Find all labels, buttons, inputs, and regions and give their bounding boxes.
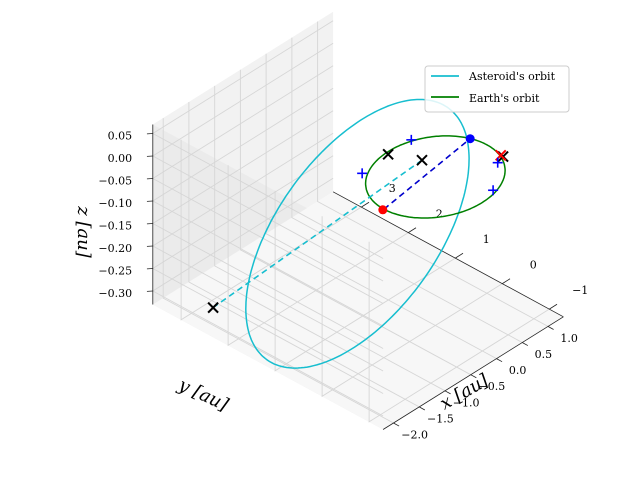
asteroid-apsides-line bbox=[212, 159, 423, 309]
legend: Asteroid's orbit Earth's orbit bbox=[424, 65, 570, 113]
z-tick-label: −0.30 bbox=[98, 287, 132, 300]
y-tick-label: 0 bbox=[530, 258, 537, 271]
z-tick-label: −0.25 bbox=[98, 265, 132, 278]
x-tick bbox=[547, 326, 554, 330]
node-plus-top-right bbox=[406, 134, 417, 145]
grid-line-y bbox=[227, 165, 409, 347]
node-plus-top-left bbox=[357, 168, 368, 179]
y-tick bbox=[361, 201, 370, 208]
y-tick-label: 1 bbox=[483, 233, 490, 246]
legend-label-asteroid: Asteroid's orbit bbox=[468, 70, 556, 83]
grid-line-x bbox=[317, 21, 549, 327]
tick-marks bbox=[146, 124, 564, 430]
y-axis-spine bbox=[332, 191, 564, 318]
z-tick-label: −0.20 bbox=[98, 242, 132, 255]
node-cross-left bbox=[382, 148, 394, 161]
x-tick-label: 1.0 bbox=[560, 332, 578, 345]
z-tick-label: −0.15 bbox=[98, 220, 132, 233]
asteroid-dot bbox=[378, 205, 388, 215]
grid-line-y bbox=[321, 216, 503, 398]
x-tick-label: 0.0 bbox=[509, 364, 527, 377]
y-tick-label: −1 bbox=[572, 284, 588, 297]
grid-line-x bbox=[214, 85, 446, 392]
grid-line-y bbox=[180, 139, 362, 321]
x-tick-label: −1.5 bbox=[427, 412, 454, 425]
z-tick-label: 0.05 bbox=[108, 130, 133, 143]
node-cross-left-stroke-b bbox=[382, 148, 394, 161]
x-tick-label: −1.0 bbox=[453, 396, 480, 409]
earth-dot bbox=[465, 134, 475, 144]
plot-content bbox=[207, 98, 509, 369]
z-tick-label: −0.10 bbox=[98, 197, 132, 210]
y-tick bbox=[549, 303, 558, 310]
grid-line-x bbox=[291, 37, 523, 343]
axis-panes bbox=[152, 11, 564, 430]
y-tick-label: 2 bbox=[436, 207, 443, 220]
y-tick bbox=[502, 278, 511, 284]
pane-floor bbox=[152, 191, 564, 430]
x-tick bbox=[470, 374, 477, 379]
grid-line-x bbox=[239, 69, 471, 376]
z-axis-label: z [au] bbox=[73, 205, 94, 259]
y-tick bbox=[455, 252, 464, 259]
node-plus-bottom bbox=[488, 185, 499, 196]
legend-label-earth: Earth's orbit bbox=[469, 92, 540, 105]
perihelion-cross-stroke-b bbox=[416, 154, 428, 166]
grid-line-x bbox=[265, 53, 497, 359]
grid-line-y bbox=[274, 190, 456, 372]
x-tick bbox=[419, 406, 426, 411]
y-axis-label: y [au] bbox=[174, 374, 232, 416]
z-tick-label: 0.00 bbox=[108, 152, 133, 165]
x-tick-label: −2.0 bbox=[401, 429, 428, 442]
y-tick bbox=[408, 227, 417, 233]
grid-line-y bbox=[368, 241, 550, 423]
grid-line-x bbox=[162, 118, 394, 424]
x-tick bbox=[393, 422, 400, 427]
x-tick bbox=[444, 390, 451, 395]
earth-orbit-line bbox=[364, 135, 506, 219]
earth-line-of-nodes bbox=[383, 138, 471, 210]
grid-line-x bbox=[188, 102, 420, 408]
aphelion-cross-stroke-b bbox=[207, 301, 219, 314]
y-tick-label: 3 bbox=[389, 182, 396, 195]
asteroid-orbit-line bbox=[245, 98, 470, 369]
z-tick-label: −0.05 bbox=[98, 175, 132, 188]
aphelion-cross bbox=[207, 301, 219, 314]
perihelion-cross bbox=[416, 154, 428, 166]
x-tick-label: 0.5 bbox=[535, 348, 553, 361]
legend-frame bbox=[424, 65, 570, 113]
node-plus-right bbox=[492, 157, 503, 168]
tick-labels: −2.0 −1.5 −1.0 −0.50.0 0.5 1.0 −1 0 1 2 3 0.05 0.00 −… bbox=[98, 130, 588, 442]
x-tick bbox=[522, 342, 529, 346]
x-tick-label: −0.5 bbox=[479, 380, 506, 393]
x-axis-spine bbox=[382, 316, 564, 430]
x-tick bbox=[496, 358, 503, 363]
